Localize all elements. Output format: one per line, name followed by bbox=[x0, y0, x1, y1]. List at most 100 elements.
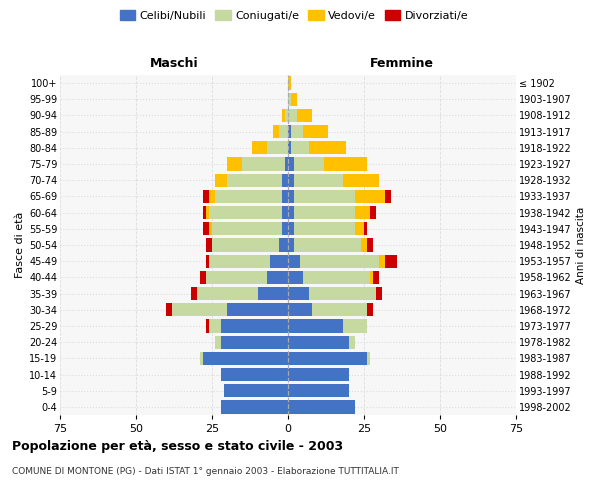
Bar bbox=[282, 109, 285, 122]
Bar bbox=[285, 158, 288, 170]
Bar bbox=[376, 287, 382, 300]
Bar bbox=[209, 206, 282, 220]
Bar bbox=[282, 174, 288, 187]
Y-axis label: Anni di nascita: Anni di nascita bbox=[576, 206, 586, 284]
Bar bbox=[364, 222, 367, 235]
Bar bbox=[367, 352, 370, 365]
Bar bbox=[355, 206, 370, 220]
Bar bbox=[221, 400, 288, 413]
Bar bbox=[294, 238, 361, 252]
Bar bbox=[291, 125, 303, 138]
Bar bbox=[325, 158, 367, 170]
Bar bbox=[206, 206, 209, 220]
Bar bbox=[288, 92, 291, 106]
Bar bbox=[257, 287, 288, 300]
Bar bbox=[224, 384, 288, 398]
Bar bbox=[221, 320, 288, 332]
Bar bbox=[309, 287, 376, 300]
Bar bbox=[203, 190, 209, 203]
Bar bbox=[191, 287, 197, 300]
Bar bbox=[221, 336, 288, 349]
Bar bbox=[227, 158, 242, 170]
Text: Popolazione per età, sesso e stato civile - 2003: Popolazione per età, sesso e stato civil… bbox=[12, 440, 343, 453]
Bar bbox=[212, 238, 279, 252]
Legend: Celibi/Nubili, Coniugati/e, Vedovi/e, Divorziati/e: Celibi/Nubili, Coniugati/e, Vedovi/e, Di… bbox=[115, 6, 473, 25]
Bar bbox=[288, 384, 349, 398]
Bar bbox=[212, 222, 282, 235]
Bar bbox=[215, 174, 227, 187]
Bar bbox=[203, 206, 206, 220]
Bar bbox=[303, 270, 370, 284]
Bar bbox=[288, 222, 294, 235]
Bar bbox=[288, 109, 297, 122]
Bar bbox=[288, 400, 355, 413]
Bar bbox=[370, 206, 376, 220]
Bar bbox=[288, 336, 349, 349]
Bar bbox=[288, 320, 343, 332]
Bar bbox=[288, 270, 303, 284]
Bar bbox=[206, 238, 212, 252]
Bar bbox=[367, 303, 373, 316]
Bar bbox=[172, 303, 227, 316]
Bar bbox=[291, 92, 297, 106]
Bar bbox=[294, 206, 355, 220]
Bar bbox=[355, 190, 385, 203]
Bar bbox=[288, 76, 291, 90]
Bar bbox=[288, 206, 294, 220]
Bar bbox=[294, 158, 325, 170]
Bar bbox=[288, 238, 294, 252]
Bar bbox=[288, 303, 313, 316]
Bar bbox=[373, 270, 379, 284]
Bar bbox=[166, 303, 172, 316]
Bar bbox=[294, 190, 355, 203]
Bar bbox=[242, 158, 285, 170]
Bar bbox=[288, 352, 367, 365]
Bar bbox=[385, 254, 397, 268]
Bar bbox=[309, 141, 346, 154]
Bar bbox=[267, 141, 288, 154]
Bar bbox=[355, 222, 364, 235]
Text: COMUNE DI MONTONE (PG) - Dati ISTAT 1° gennaio 2003 - Elaborazione TUTTITALIA.IT: COMUNE DI MONTONE (PG) - Dati ISTAT 1° g… bbox=[12, 468, 399, 476]
Bar bbox=[200, 270, 206, 284]
Bar bbox=[215, 190, 282, 203]
Bar bbox=[221, 368, 288, 381]
Bar bbox=[203, 222, 209, 235]
Bar bbox=[267, 270, 288, 284]
Bar bbox=[288, 174, 294, 187]
Bar bbox=[282, 190, 288, 203]
Bar bbox=[288, 141, 291, 154]
Bar bbox=[297, 109, 313, 122]
Bar bbox=[282, 222, 288, 235]
Bar bbox=[370, 270, 373, 284]
Bar bbox=[206, 320, 209, 332]
Bar bbox=[288, 287, 309, 300]
Bar bbox=[288, 368, 349, 381]
Bar bbox=[282, 206, 288, 220]
Bar bbox=[206, 270, 267, 284]
Text: Maschi: Maschi bbox=[149, 57, 199, 70]
Bar bbox=[294, 174, 343, 187]
Bar bbox=[288, 190, 294, 203]
Bar bbox=[203, 352, 288, 365]
Bar bbox=[209, 254, 270, 268]
Bar bbox=[349, 336, 355, 349]
Bar bbox=[291, 141, 309, 154]
Text: Femmine: Femmine bbox=[370, 57, 434, 70]
Bar bbox=[209, 222, 212, 235]
Bar bbox=[227, 303, 288, 316]
Bar bbox=[206, 254, 209, 268]
Bar bbox=[209, 190, 215, 203]
Bar bbox=[288, 125, 291, 138]
Bar bbox=[288, 158, 294, 170]
Bar bbox=[288, 254, 300, 268]
Bar bbox=[279, 125, 288, 138]
Bar bbox=[367, 238, 373, 252]
Bar bbox=[270, 254, 288, 268]
Bar bbox=[251, 141, 267, 154]
Bar bbox=[200, 352, 203, 365]
Bar bbox=[227, 174, 282, 187]
Bar bbox=[385, 190, 391, 203]
Bar bbox=[343, 320, 367, 332]
Bar bbox=[303, 125, 328, 138]
Bar bbox=[215, 336, 221, 349]
